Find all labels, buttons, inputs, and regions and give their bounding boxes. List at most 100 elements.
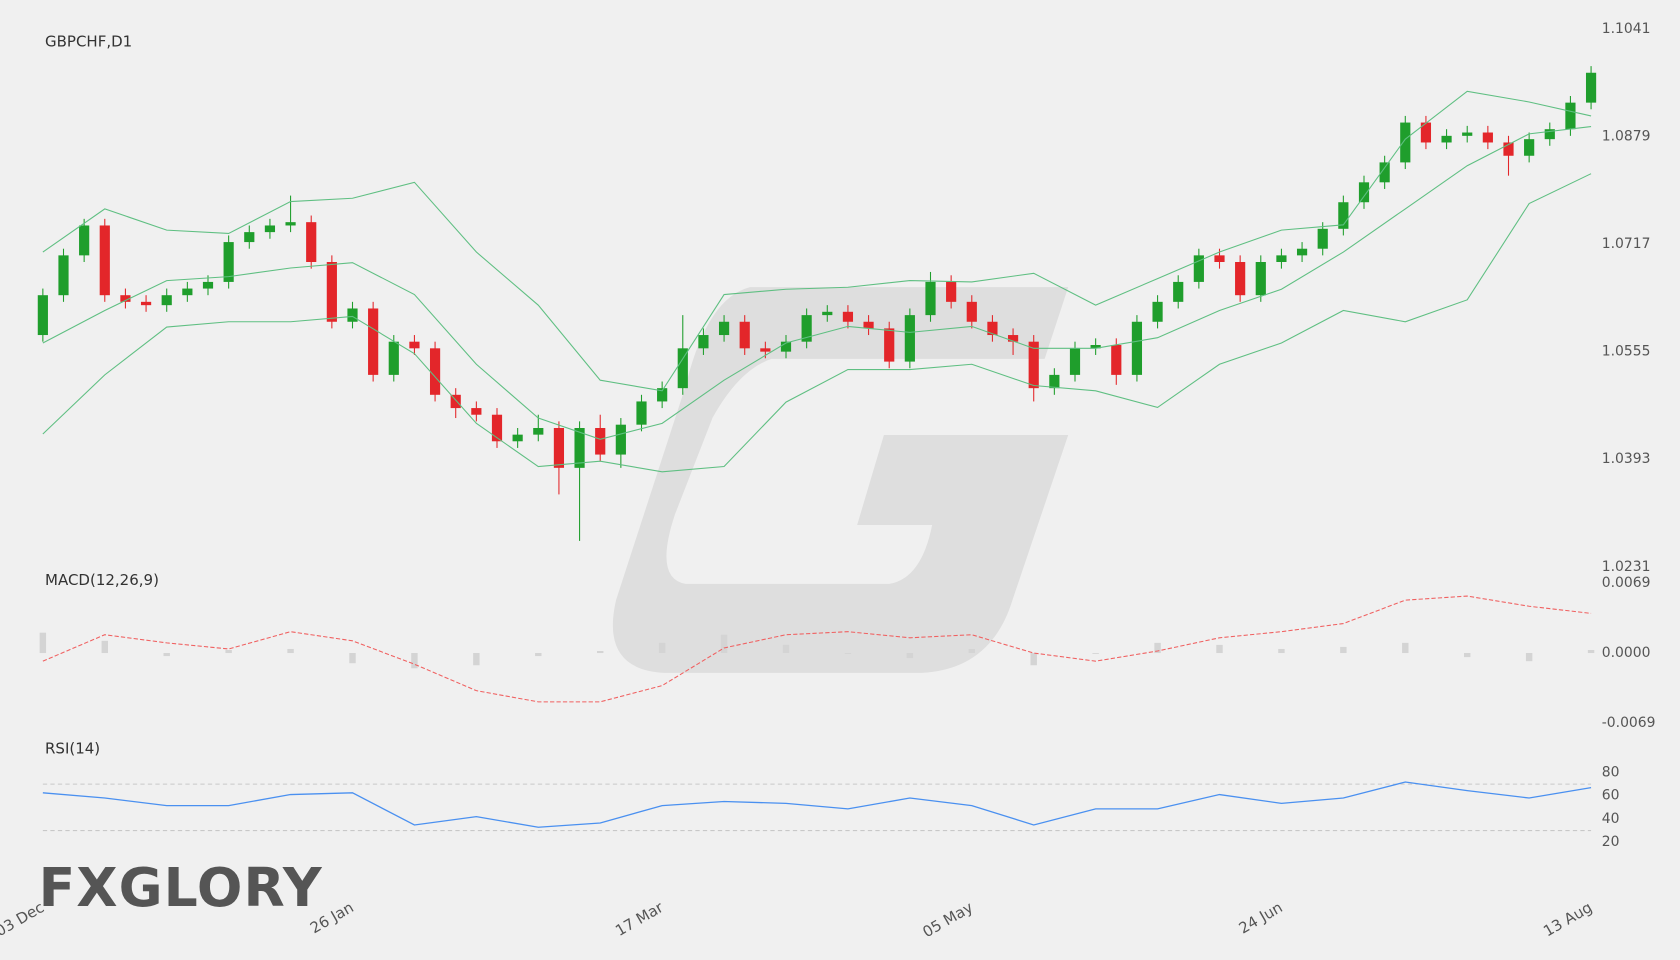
candle-body: [326, 262, 337, 322]
candle-body: [760, 348, 771, 352]
candle-body: [698, 335, 709, 349]
macd-bar: [720, 634, 728, 654]
candle-body: [822, 311, 833, 316]
bollinger-lower: [42, 173, 1592, 473]
candle-body: [863, 321, 874, 329]
macd-bar: [1092, 653, 1099, 654]
macd-bar: [1154, 642, 1161, 654]
macd-bar: [1464, 653, 1471, 658]
watermark: [612, 287, 1069, 673]
candle-body: [1193, 255, 1204, 282]
candle-body: [1214, 255, 1225, 262]
candle-body: [1235, 262, 1246, 296]
macd-bar: [225, 649, 232, 654]
candle-body: [1524, 139, 1535, 156]
macd-bar: [535, 653, 542, 657]
y-tick-label: 1.0879: [1602, 129, 1651, 145]
candle-body: [1358, 182, 1370, 203]
y-tick-label: 1.0717: [1602, 236, 1651, 252]
candle-body: [595, 428, 606, 455]
candle-body: [1069, 348, 1081, 375]
candle-body: [1585, 72, 1597, 103]
rsi-line: [42, 781, 1592, 828]
candle-body: [904, 315, 915, 362]
y-tick-label: 1.0555: [1602, 344, 1651, 360]
bollinger-upper: [42, 90, 1592, 392]
candle-body: [615, 424, 626, 455]
candle-body: [1111, 345, 1122, 375]
y-tick-label: 0.0069: [1602, 575, 1651, 591]
macd-bar: [1278, 648, 1285, 654]
candle-body: [1007, 335, 1019, 342]
candle-body: [1503, 142, 1514, 156]
y-tick-label: -0.0069: [1602, 715, 1656, 731]
candle-body: [120, 295, 131, 302]
candle-body: [1420, 122, 1432, 143]
candle-body: [574, 428, 585, 468]
candle-body: [842, 311, 854, 322]
macd-bar: [163, 653, 170, 657]
y-tick-label: 40: [1602, 811, 1620, 827]
candle-body: [244, 232, 255, 243]
candle-body: [1544, 129, 1555, 140]
y-tick-label: 1.0231: [1602, 559, 1651, 575]
candle-body: [1049, 374, 1060, 389]
macd-bar: [658, 642, 666, 654]
macd-bar: [473, 653, 480, 666]
macd-bar: [101, 640, 108, 654]
macd-bar: [782, 644, 790, 654]
macd-bar: [1525, 653, 1533, 662]
macd-bar: [411, 653, 418, 669]
macd-bar: [597, 651, 604, 654]
candle-body: [223, 242, 234, 282]
candle-body: [553, 428, 565, 468]
macd-bar: [349, 653, 356, 664]
candle-body: [368, 308, 379, 375]
candle-body: [533, 428, 544, 435]
y-tick-label: 0.0000: [1602, 645, 1651, 661]
candle-body: [946, 281, 957, 302]
candle-body: [161, 295, 172, 306]
macd-bar: [1402, 642, 1409, 654]
candle-body: [1482, 132, 1493, 143]
candle-body: [966, 301, 977, 322]
candle-body: [636, 401, 647, 425]
y-tick-label: 20: [1602, 834, 1620, 850]
candle-body: [657, 388, 668, 402]
candle-body: [306, 222, 317, 262]
candle-body: [491, 414, 503, 442]
macd-bar: [844, 653, 852, 654]
y-tick-label: 1.0393: [1602, 451, 1651, 467]
candle-body: [285, 222, 296, 226]
candle-body: [347, 308, 358, 322]
rsi-title: RSI(14): [45, 739, 100, 757]
candle-body: [1400, 122, 1411, 163]
candle-body: [264, 225, 276, 233]
candle-body: [429, 348, 441, 395]
macd-bar: [1340, 646, 1347, 654]
candle-body: [925, 281, 936, 316]
y-tick-label: 1.1041: [1602, 21, 1651, 37]
candle-body: [987, 321, 998, 336]
macd-bar: [1030, 653, 1037, 666]
candle-body: [780, 341, 792, 352]
candle-body: [739, 321, 750, 349]
candle-body: [1462, 132, 1473, 136]
candle-body: [801, 315, 812, 342]
candle-body: [1296, 248, 1308, 256]
candle-body: [202, 281, 214, 289]
y-tick-label: 80: [1602, 765, 1620, 781]
logo: FXGLORY: [39, 856, 323, 919]
candle-body: [388, 341, 399, 375]
macd-signal: [42, 595, 1592, 703]
candle-body: [1090, 345, 1101, 349]
chart-title: GBPCHF,D1: [45, 32, 132, 50]
macd-bar: [287, 648, 294, 654]
candle-body: [512, 434, 523, 442]
candle-body: [450, 394, 461, 409]
candle-body: [1276, 255, 1287, 262]
candle-body: [140, 301, 152, 306]
candle-body: [1338, 202, 1349, 229]
